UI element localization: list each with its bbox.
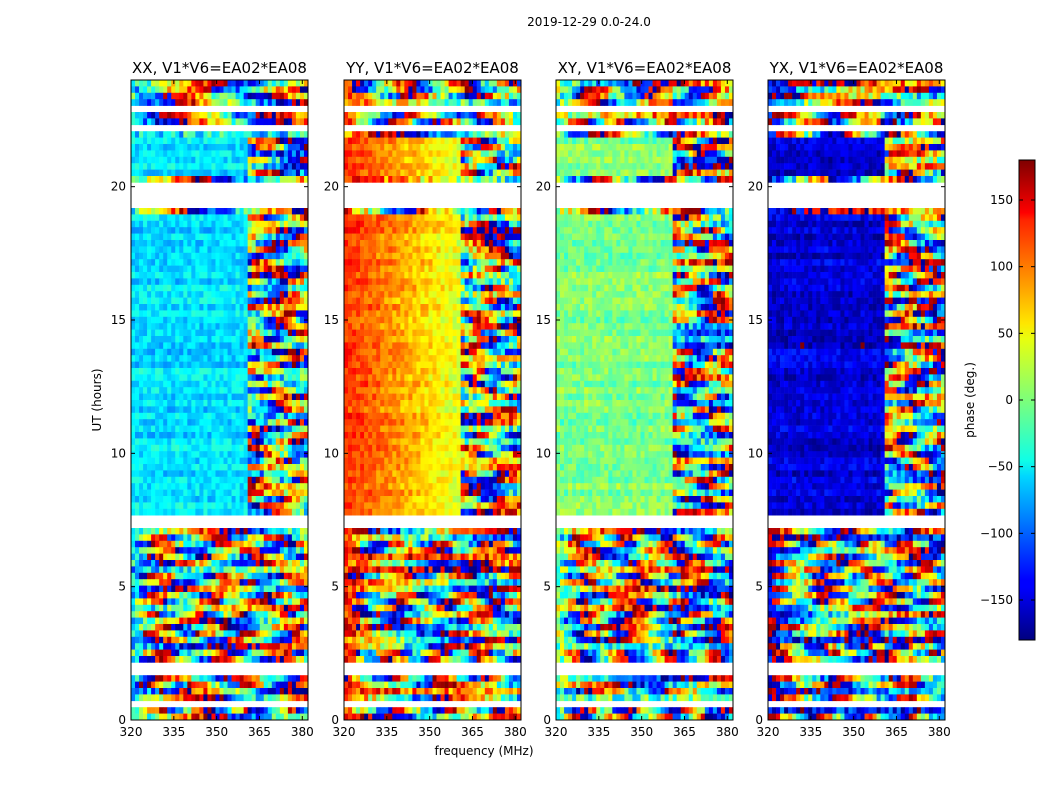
x-tick-label: 320 xyxy=(757,725,780,739)
panel-3: XY, V1*V6=EA02*EA08 320 335 350 365 380 0 5 10 15… xyxy=(536,59,739,739)
y-tick-label: 15 xyxy=(536,313,551,327)
panel-1: XX, V1*V6=EA02*EA08 320 335 350 365 380 0 5 10 15… xyxy=(111,59,314,739)
y-tick-label: 15 xyxy=(748,313,763,327)
x-tick-label: 320 xyxy=(120,725,143,739)
axes-frame xyxy=(767,79,946,721)
y-tick-label: 20 xyxy=(748,180,763,194)
colorbar-tick-label: 0 xyxy=(1005,393,1013,407)
x-tick-label: 335 xyxy=(375,725,398,739)
y-axis-label: UT (hours) xyxy=(90,368,104,431)
y-tick-label: 0 xyxy=(543,713,551,727)
x-tick-label: 320 xyxy=(333,725,356,739)
colorbar-tick-label: −150 xyxy=(980,593,1013,607)
y-tick-label: 15 xyxy=(324,313,339,327)
axes-frame xyxy=(555,79,734,721)
phase-waterfall xyxy=(556,80,734,721)
y-tick-label: 20 xyxy=(111,180,126,194)
x-tick-label: 380 xyxy=(716,725,739,739)
panels: XX, V1*V6=EA02*EA08 320 335 350 365 380 0 5 10 15… xyxy=(111,59,951,739)
x-axis-label: frequency (MHz) xyxy=(434,744,533,758)
colorbar-tick-label: −100 xyxy=(980,526,1013,540)
colorbar: phase (deg.) 150 100 50 0 −50 −100 −150 xyxy=(963,159,1036,641)
y-tick-label: 10 xyxy=(536,446,551,460)
y-tick-label: 20 xyxy=(324,180,339,194)
axes-frame xyxy=(130,79,309,721)
colorbar-tick-label: 150 xyxy=(990,193,1013,207)
axes-frame xyxy=(343,79,522,721)
y-tick-label: 5 xyxy=(331,580,339,594)
x-tick-label: 365 xyxy=(673,725,696,739)
y-tick-label: 5 xyxy=(755,580,763,594)
phase-waterfall xyxy=(131,80,309,721)
panel-title: YY, V1*V6=EA02*EA08 xyxy=(345,59,519,77)
x-tick-label: 335 xyxy=(162,725,185,739)
phase-waterfall xyxy=(768,80,946,721)
x-tick-label: 350 xyxy=(205,725,228,739)
y-tick-label: 15 xyxy=(111,313,126,327)
panel-title: XY, V1*V6=EA02*EA08 xyxy=(558,59,732,77)
x-tick-label: 335 xyxy=(587,725,610,739)
x-tick-label: 380 xyxy=(291,725,314,739)
x-tick-label: 350 xyxy=(630,725,653,739)
colorbar-label: phase (deg.) xyxy=(963,362,977,438)
x-tick-label: 380 xyxy=(928,725,951,739)
y-tick-label: 5 xyxy=(118,580,126,594)
phase-waterfall xyxy=(344,80,522,721)
y-tick-label: 0 xyxy=(755,713,763,727)
y-tick-label: 0 xyxy=(331,713,339,727)
colorbar-tick-label: −50 xyxy=(988,460,1013,474)
x-tick-label: 320 xyxy=(545,725,568,739)
colorbar-tick-label: 50 xyxy=(998,326,1013,340)
figure-suptitle: 2019-12-29 0.0-24.0 xyxy=(527,15,651,29)
colorbar-tick-label: 100 xyxy=(990,260,1013,274)
x-tick-label: 365 xyxy=(461,725,484,739)
panel-title: XX, V1*V6=EA02*EA08 xyxy=(132,59,307,77)
y-tick-label: 10 xyxy=(324,446,339,460)
y-tick-label: 0 xyxy=(118,713,126,727)
x-tick-label: 365 xyxy=(248,725,271,739)
y-tick-label: 20 xyxy=(536,180,551,194)
x-tick-label: 350 xyxy=(842,725,865,739)
panel-2: YY, V1*V6=EA02*EA08 320 335 350 365 380 0 5 10 15… xyxy=(324,59,527,739)
y-tick-label: 5 xyxy=(543,580,551,594)
panel-4: YX, V1*V6=EA02*EA08 320 335 350 365 380 0 5 10 15… xyxy=(748,59,951,739)
x-tick-label: 350 xyxy=(418,725,441,739)
panel-title: YX, V1*V6=EA02*EA08 xyxy=(769,59,944,77)
x-tick-label: 380 xyxy=(504,725,527,739)
y-tick-label: 10 xyxy=(748,446,763,460)
x-tick-label: 365 xyxy=(885,725,908,739)
x-tick-label: 335 xyxy=(799,725,822,739)
y-tick-label: 10 xyxy=(111,446,126,460)
